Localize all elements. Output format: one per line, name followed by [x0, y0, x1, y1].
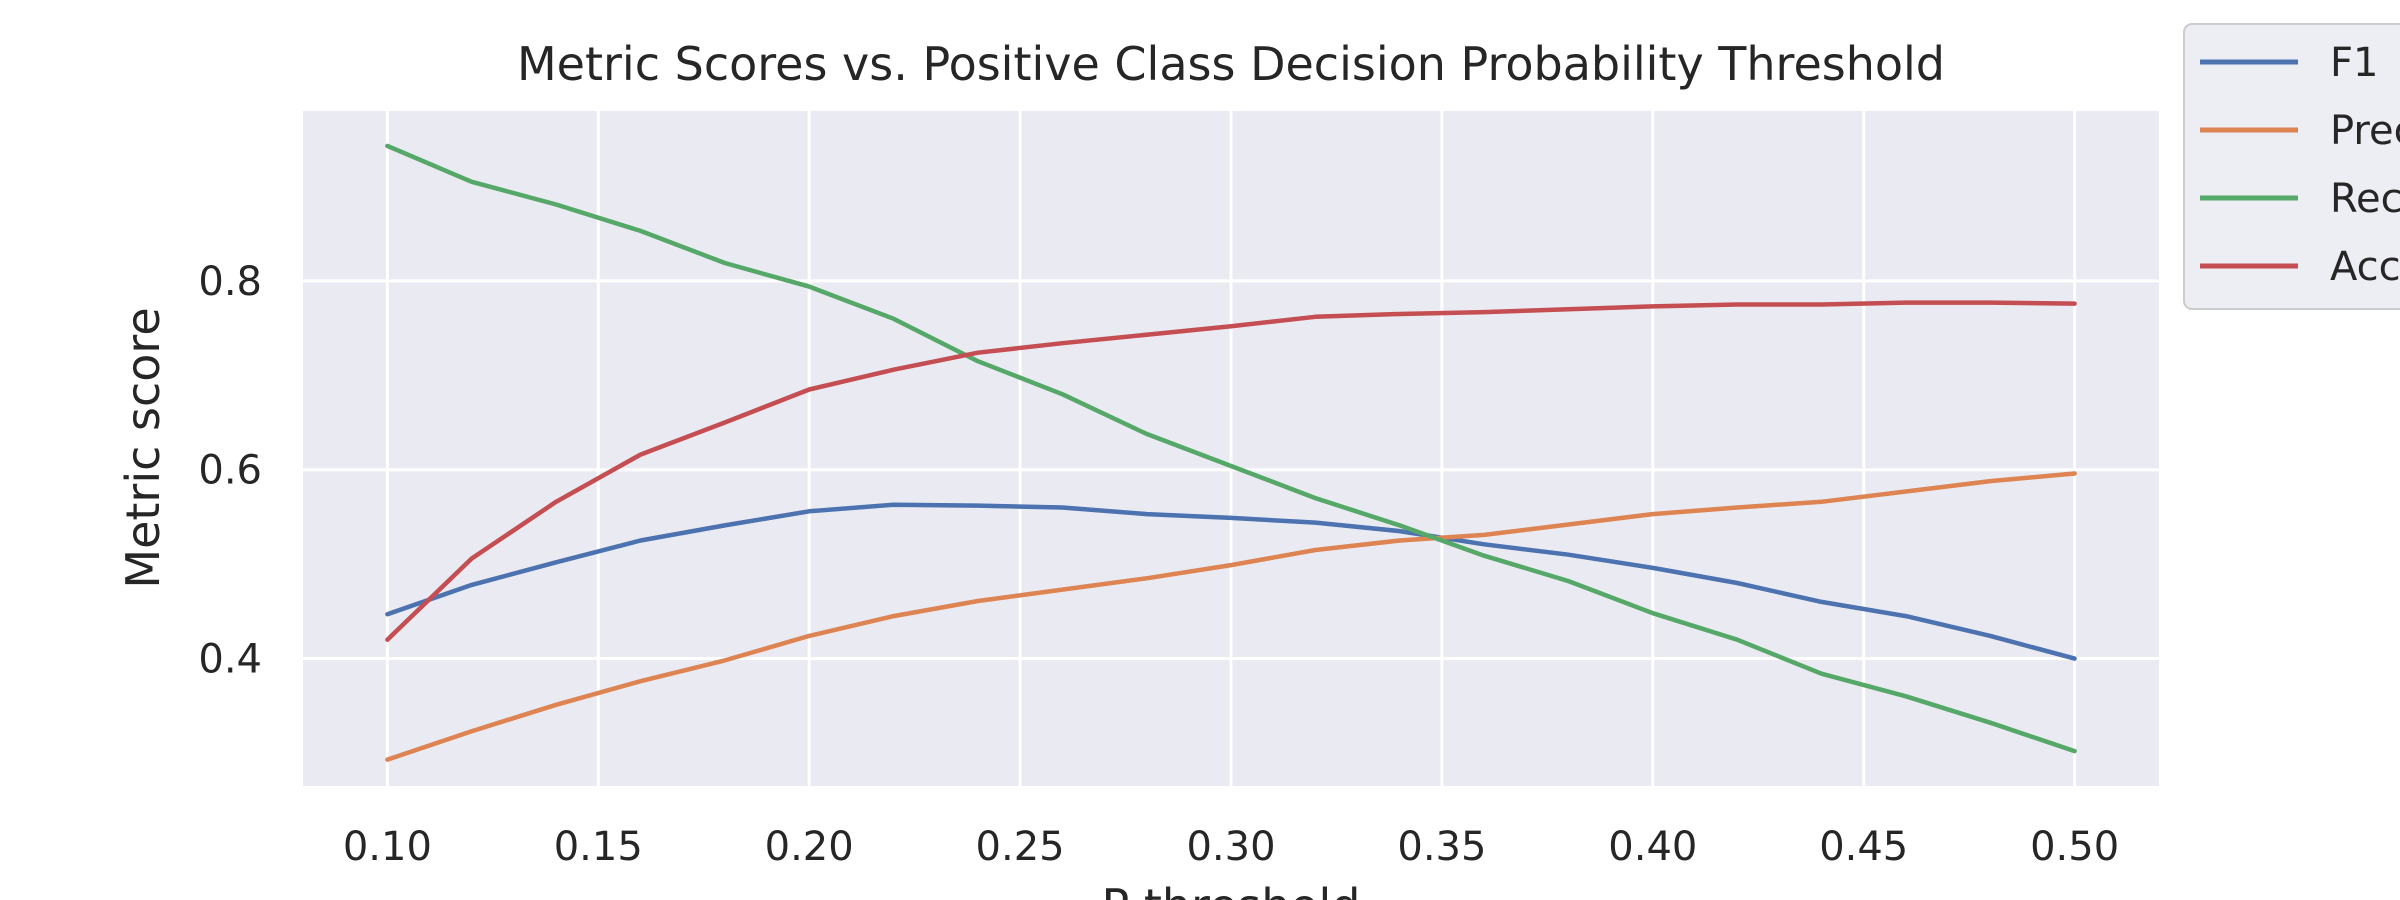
chart-title: Metric Scores vs. Positive Class Decisio… — [517, 37, 1945, 91]
x-tick-label: 0.40 — [1608, 824, 1697, 870]
x-tick-label: 0.50 — [2030, 824, 2119, 870]
x-tick-label: 0.20 — [765, 824, 854, 870]
legend-label: Precision — [2330, 108, 2400, 154]
legend: F1 Precision Recall Accuracy — [2183, 23, 2400, 310]
series-line-f1 — [385, 502, 2077, 661]
legend-label: F1 — [2330, 40, 2378, 86]
y-tick-label: 0.6 — [198, 448, 262, 494]
y-tick-label: 0.8 — [198, 259, 262, 305]
tick-labels: 0.10 0.15 0.20 0.25 0.30 0.35 0.40 0.45 0.50 0.4 0… — [198, 259, 2119, 870]
series-line-accuracy — [385, 300, 2077, 642]
legend-label: Accuracy — [2330, 244, 2400, 290]
series-lines — [385, 143, 2077, 762]
y-axis-label: Metric score — [116, 307, 170, 588]
legend-box — [2183, 23, 2400, 310]
y-tick-label: 0.4 — [198, 637, 262, 683]
x-tick-label: 0.15 — [554, 824, 643, 870]
x-tick-label: 0.25 — [976, 824, 1065, 870]
x-axis-label: P threshold — [1102, 879, 1361, 900]
series-line-recall — [385, 143, 2077, 754]
x-tick-label: 0.45 — [1819, 824, 1908, 870]
x-tick-label: 0.30 — [1186, 824, 1275, 870]
x-tick-label: 0.35 — [1397, 824, 1486, 870]
x-tick-label: 0.10 — [343, 824, 432, 870]
legend-label: Recall — [2330, 176, 2400, 222]
series-line-precision — [385, 471, 2077, 762]
